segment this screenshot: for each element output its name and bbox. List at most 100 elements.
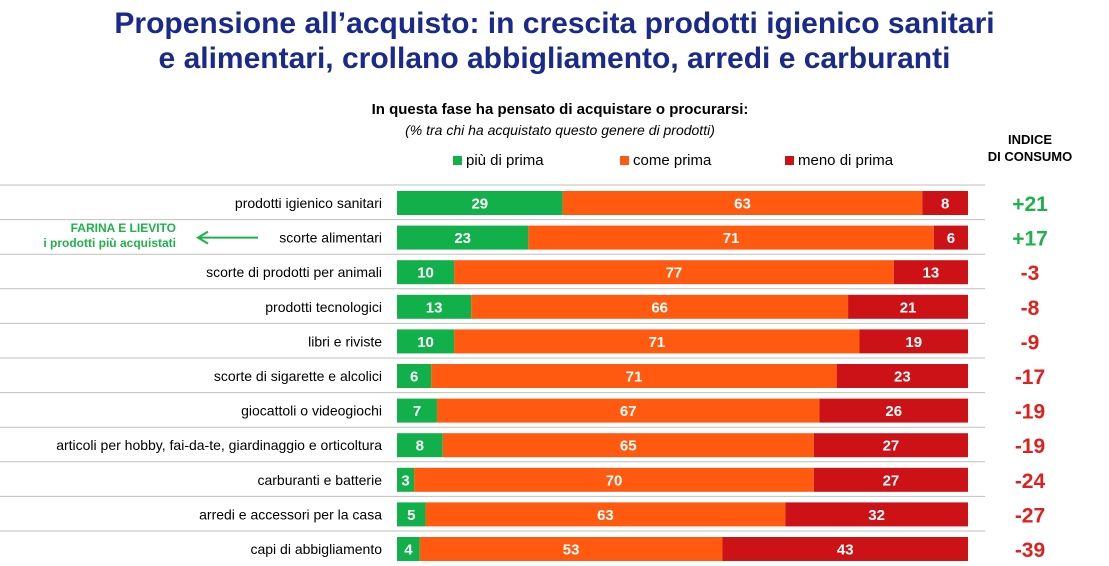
chart-title-line2: e alimentari, crollano abbigliamento, ar… — [158, 42, 951, 75]
bar-segment — [397, 225, 529, 250]
legend-item-piu: più di prima — [453, 152, 544, 169]
category-label: libri e riviste — [308, 333, 382, 349]
bar-segment — [785, 502, 968, 527]
bar-segment — [397, 502, 426, 527]
legend-label-come: come prima — [633, 152, 712, 169]
index-value: -19 — [1015, 401, 1045, 424]
bar-value-label: 27 — [883, 438, 900, 455]
bar-value-label: 71 — [723, 230, 740, 247]
index-value: -9 — [1021, 331, 1040, 354]
bar-segment — [819, 398, 968, 423]
legend-label-piu: più di prima — [466, 152, 544, 169]
bar-value-label: 63 — [734, 196, 751, 213]
bar-segment — [848, 294, 968, 319]
bar-segment — [431, 364, 837, 388]
bar-value-label: 8 — [941, 196, 949, 213]
bar-value-label: 29 — [471, 196, 488, 213]
bar-segment — [397, 191, 563, 215]
bar-value-label: 23 — [894, 369, 911, 386]
bar-value-label: 70 — [606, 472, 623, 489]
bar-segment — [722, 537, 968, 561]
chart-subtitle: In questa fase ha pensato di acquistare … — [371, 101, 749, 118]
index-heading: INDICE DI CONSUMO — [960, 131, 1100, 165]
callout-line1: FARINA E LIEVITO — [70, 221, 176, 235]
bar-value-label: 8 — [416, 438, 424, 455]
bar-segment — [813, 433, 968, 458]
bar-segment — [397, 260, 455, 285]
bar-segment — [562, 191, 923, 215]
bar-segment — [414, 467, 814, 492]
bar-segment — [397, 294, 472, 319]
category-label: giocattoli o videogiochi — [241, 403, 382, 419]
bar-value-label: 4 — [404, 542, 413, 559]
bar-segment — [397, 364, 432, 388]
bar-value-label: 13 — [426, 299, 443, 316]
bar-value-label: 53 — [563, 542, 580, 559]
bar-value-label: 63 — [597, 507, 614, 524]
category-label: carburanti e batterie — [257, 472, 382, 488]
category-label: scorte di prodotti per animali — [206, 264, 382, 280]
bar-segment — [528, 225, 934, 250]
bar-value-label: 3 — [401, 472, 409, 489]
bar-segment — [454, 260, 894, 285]
category-label: scorte di sigarette e alcolici — [214, 368, 382, 384]
bar-segment — [436, 398, 820, 423]
bar-segment — [425, 502, 786, 527]
legend-swatch-come — [620, 156, 629, 165]
index-value: -8 — [1021, 297, 1040, 320]
callout-line2: i prodotti più acquistati — [43, 236, 176, 250]
bar-segment — [471, 294, 849, 319]
bar-value-label: 6 — [947, 230, 955, 247]
bar-segment — [836, 364, 968, 388]
index-value: +21 — [1012, 193, 1048, 216]
bar-segment — [397, 433, 443, 458]
index-value: -24 — [1015, 470, 1046, 493]
bar-value-label: 77 — [666, 265, 683, 282]
index-value: -27 — [1015, 504, 1045, 527]
bar-segment — [419, 537, 723, 561]
bar-segment — [893, 260, 968, 285]
bar-value-label: 10 — [417, 265, 434, 282]
bar-segment — [397, 537, 420, 561]
bar-segment — [442, 433, 814, 458]
bar-segment — [813, 467, 968, 492]
bar-value-label: 32 — [868, 507, 885, 524]
chart-title-line1: Propensione all’acquisto: in crescita pr… — [114, 7, 995, 40]
legend-label-meno: meno di prima — [798, 152, 894, 169]
bar-value-label: 19 — [905, 334, 922, 351]
category-label: scorte alimentari — [279, 230, 382, 246]
index-value: -19 — [1015, 435, 1045, 458]
bar-segment — [922, 191, 968, 215]
bar-value-label: 7 — [413, 403, 421, 420]
category-label: prodotti tecnologici — [265, 299, 382, 315]
bar-value-label: 67 — [620, 403, 637, 420]
index-value: -17 — [1015, 366, 1045, 389]
legend-item-meno: meno di prima — [785, 152, 893, 169]
bar-value-label: 66 — [651, 299, 668, 316]
bar-value-label: 43 — [837, 542, 854, 559]
callout-arrow-head — [196, 230, 209, 245]
bar-value-label: 21 — [900, 299, 917, 316]
index-heading-line1: INDICE — [1007, 132, 1053, 147]
index-value: -39 — [1015, 539, 1045, 562]
bar-segment — [859, 329, 968, 354]
bar-value-label: 10 — [417, 334, 434, 351]
bar-value-label: 71 — [648, 334, 665, 351]
bar-value-label: 6 — [410, 369, 418, 386]
category-label: articoli per hobby, fai-da-te, giardinag… — [56, 437, 382, 453]
legend-swatch-meno — [785, 156, 794, 165]
bar-segment — [397, 467, 415, 492]
bar-segment — [397, 398, 437, 423]
legend-swatch-piu — [453, 156, 462, 165]
bar-segment — [397, 329, 455, 354]
chart-note: (% tra chi ha acquistato questo genere d… — [405, 122, 715, 138]
category-label: capi di abbigliamento — [250, 541, 382, 557]
bar-value-label: 65 — [620, 438, 637, 455]
bar-value-label: 5 — [407, 507, 415, 524]
legend-item-come: come prima — [620, 152, 711, 169]
bar-value-label: 26 — [885, 403, 902, 420]
chart-title: Propensione all’acquisto: in crescita pr… — [0, 6, 1109, 76]
category-label: arredi e accessori per la casa — [199, 506, 382, 522]
bar-value-label: 23 — [454, 230, 471, 247]
